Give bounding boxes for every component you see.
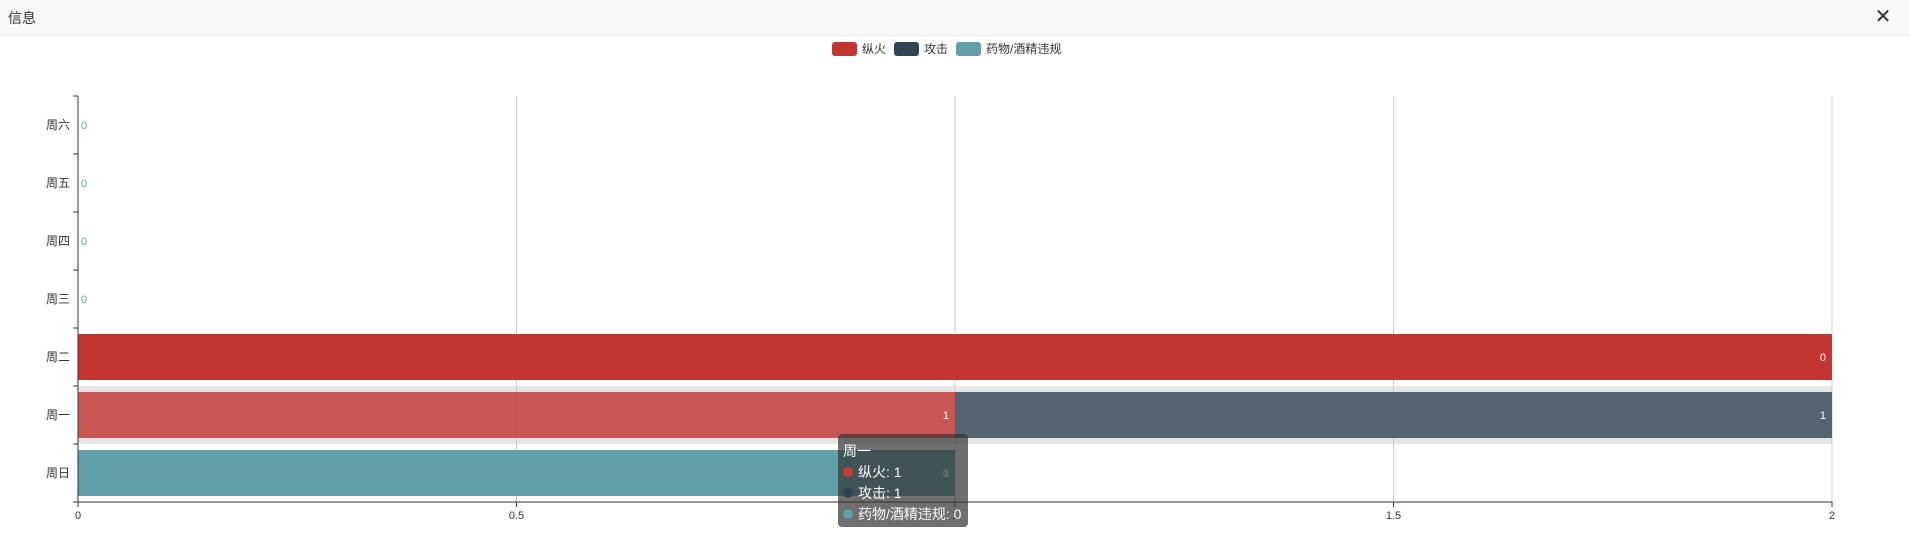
y-tick-label: 周五 <box>46 176 70 190</box>
tooltip-title: 周一 <box>843 442 871 459</box>
tooltip-dot-attack <box>843 487 853 498</box>
bar-data-label: 0 <box>81 120 87 132</box>
legend-item-drug[interactable]: 药物/酒精违规 <box>956 40 1061 57</box>
tooltip-row-attack: 攻击: 1 <box>843 482 963 503</box>
y-tick-label: 周三 <box>46 292 70 306</box>
chart-tooltip: 周一 纵火: 1 攻击: 1 药物/酒精违规: 0 <box>838 434 968 527</box>
legend-label-drug: 药物/酒精违规 <box>986 42 1062 56</box>
tooltip-dot-drug <box>843 508 853 519</box>
tooltip-row-drug: 药物/酒精违规: 0 <box>843 503 963 524</box>
close-icon[interactable]: ✕ <box>1874 6 1892 28</box>
y-tick-label: 周二 <box>46 350 70 364</box>
bar-fire <box>78 392 955 438</box>
bar-drug <box>78 450 955 496</box>
x-tick-label: 0 <box>75 510 81 522</box>
legend-label-attack: 攻击 <box>924 42 949 56</box>
legend-swatch-fire <box>832 41 857 56</box>
legend-item-attack[interactable]: 攻击 <box>894 40 948 57</box>
bar-data-label: 1 <box>943 410 949 422</box>
legend-label-fire: 纵火 <box>862 42 887 56</box>
tooltip-label-attack: 攻击: 1 <box>858 484 902 501</box>
chart-legend: 纵火 攻击 药物/酒精违规 <box>832 40 1061 57</box>
tooltip-row-fire: 纵火: 1 <box>843 461 963 482</box>
legend-item-fire[interactable]: 纵火 <box>832 40 886 57</box>
x-tick-label: 2 <box>1829 510 1835 522</box>
y-tick-label: 周一 <box>46 408 70 422</box>
bar-data-label: 1 <box>1820 410 1826 422</box>
bar-data-label: 0 <box>81 236 87 248</box>
legend-swatch-drug <box>956 41 982 56</box>
tooltip-label-fire: 纵火: 1 <box>858 463 902 480</box>
y-tick-label: 周四 <box>46 234 70 248</box>
tooltip-dot-fire <box>843 466 853 477</box>
dialog-titlebar: 信息 ✕ <box>0 0 1909 36</box>
x-tick-label: 0.5 <box>509 510 524 522</box>
x-tick-label: 1.5 <box>1386 510 1401 522</box>
tooltip-label-drug: 药物/酒精违规: 0 <box>858 505 962 522</box>
dialog-title: 信息 <box>8 10 36 26</box>
bar-data-label: 0 <box>81 178 87 190</box>
bar-data-label: 0 <box>1820 352 1826 364</box>
y-tick-label: 周日 <box>46 466 70 480</box>
legend-swatch-attack <box>894 41 920 56</box>
bar-data-label: 0 <box>81 294 87 306</box>
y-tick-label: 周六 <box>46 118 70 132</box>
bar-fire <box>78 334 1832 380</box>
bar-attack <box>955 392 1832 438</box>
